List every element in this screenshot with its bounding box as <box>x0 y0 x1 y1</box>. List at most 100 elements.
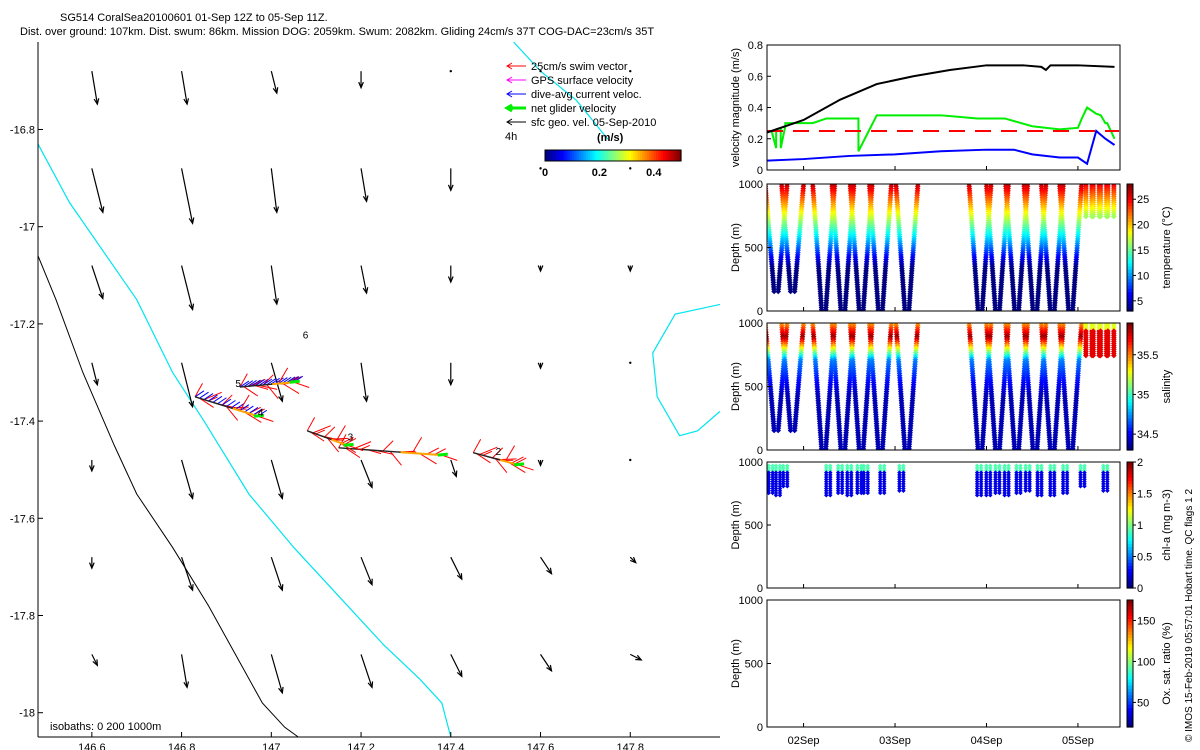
dac-vector <box>255 379 265 387</box>
colorbar-cell <box>588 150 591 161</box>
profile-point <box>770 490 775 496</box>
sfc-vector-shaft <box>629 653 642 661</box>
profile-point <box>1006 474 1011 480</box>
colorbar-cell <box>1127 430 1133 435</box>
colorbar-cell <box>1127 484 1133 488</box>
profile-point <box>1006 481 1011 487</box>
colorbar-cell <box>1127 650 1133 655</box>
profile-point <box>984 465 989 471</box>
profile-point <box>1064 486 1070 491</box>
swim-vector <box>389 451 402 466</box>
profile-point <box>1039 468 1044 473</box>
map-y-tick-label: -17.8 <box>10 610 35 622</box>
profile-point <box>1039 463 1044 469</box>
profile-point <box>770 468 775 473</box>
profile-point <box>1082 463 1087 469</box>
profile-point <box>877 488 883 493</box>
profile-point <box>974 490 980 496</box>
sfc-vector-head <box>278 395 284 403</box>
legend-label: GPS surface velocity <box>531 75 634 87</box>
profile-point <box>1014 479 1019 484</box>
profile-point <box>842 306 848 311</box>
swim-vector <box>239 373 248 388</box>
colorbar-cell <box>583 150 587 161</box>
profile-point <box>824 488 829 493</box>
swim-vector <box>315 429 326 435</box>
profile-point <box>777 468 783 473</box>
profile-point <box>845 490 850 496</box>
profile-point <box>767 472 771 478</box>
sfc-vector-shaft <box>360 265 368 294</box>
sfc-vector-shaft <box>540 556 553 575</box>
colorbar-tick-label: 1 <box>1137 520 1143 532</box>
profile-point <box>1002 477 1007 482</box>
profile-point <box>828 470 833 475</box>
sfc-vector <box>447 265 454 284</box>
profile-point <box>1048 470 1053 475</box>
colorbar-cell <box>1127 392 1133 397</box>
sfc-vector-head <box>367 681 374 689</box>
colorbar-cell <box>1127 373 1133 378</box>
profile-point <box>1052 488 1057 493</box>
profile-point <box>865 490 871 496</box>
sfc-vector-head <box>278 686 284 695</box>
colorbar-cell <box>610 150 614 161</box>
profile-point <box>775 427 782 434</box>
profile-point <box>861 490 867 496</box>
sfc-vector-shaft <box>540 654 553 672</box>
profile-point <box>787 427 794 434</box>
sfc-vector <box>91 265 104 301</box>
profile-point <box>992 306 999 311</box>
profile-point <box>1097 352 1104 359</box>
profile-point <box>1018 488 1023 493</box>
profile-point <box>859 470 864 475</box>
legend-label: sfc geo. vel. 05-Sep-2010 <box>531 117 656 129</box>
colorbar-cell <box>1127 244 1133 249</box>
colorbar-cell <box>545 150 548 161</box>
profile-point <box>839 479 845 484</box>
colorbar-cell <box>1127 357 1133 362</box>
profile-point <box>785 481 790 487</box>
colorbar-cell <box>642 150 646 161</box>
profile-point <box>974 479 980 484</box>
colorbar-cell <box>574 150 578 161</box>
colorbar-tick-label: 0.4 <box>646 167 662 179</box>
colorbar-cell <box>1127 528 1133 532</box>
profile-point <box>824 465 829 471</box>
y-tick-label: 500 <box>745 520 763 532</box>
profile-point <box>777 470 783 475</box>
colorbar-cell <box>1127 499 1133 504</box>
sfc-vector-shaft <box>450 459 457 477</box>
colorbar-cell <box>1127 569 1133 573</box>
colorbar-cell <box>1127 534 1133 539</box>
profile-point <box>835 468 841 473</box>
colorbar-label: temperature (°C) <box>1161 206 1173 288</box>
colorbar-cell <box>1127 688 1133 693</box>
colorbar-tick-label: 15 <box>1137 245 1149 257</box>
colorbar-cell <box>1127 335 1133 340</box>
profile-point <box>979 306 985 311</box>
colorbar-cell <box>569 150 573 161</box>
day-markers: 2 3 4 5 6 <box>235 330 501 458</box>
profile-point <box>881 483 887 489</box>
profile-point <box>1018 490 1023 496</box>
colorbar-label: (m/s) <box>597 132 624 144</box>
sfc-vector <box>629 69 632 73</box>
profile-point <box>845 472 850 478</box>
profile-point <box>988 477 993 482</box>
sfc-vector <box>180 362 195 409</box>
isobath-0 <box>37 255 299 738</box>
day-marker: 3 <box>348 433 354 444</box>
colorbar-cell <box>665 150 668 161</box>
colorbar-cell <box>1127 474 1133 479</box>
y-tick-label: 0 <box>757 445 763 457</box>
colorbar-label: salinity <box>1161 369 1173 403</box>
profile-point <box>845 465 850 471</box>
swim-vector <box>514 457 527 465</box>
colorbar-tick-label: 25 <box>1137 194 1149 206</box>
profile-point <box>897 463 902 469</box>
profile-point <box>1014 472 1019 478</box>
colorbar-cell <box>1127 326 1133 330</box>
y-axis-label: Depth (m) <box>730 362 742 411</box>
